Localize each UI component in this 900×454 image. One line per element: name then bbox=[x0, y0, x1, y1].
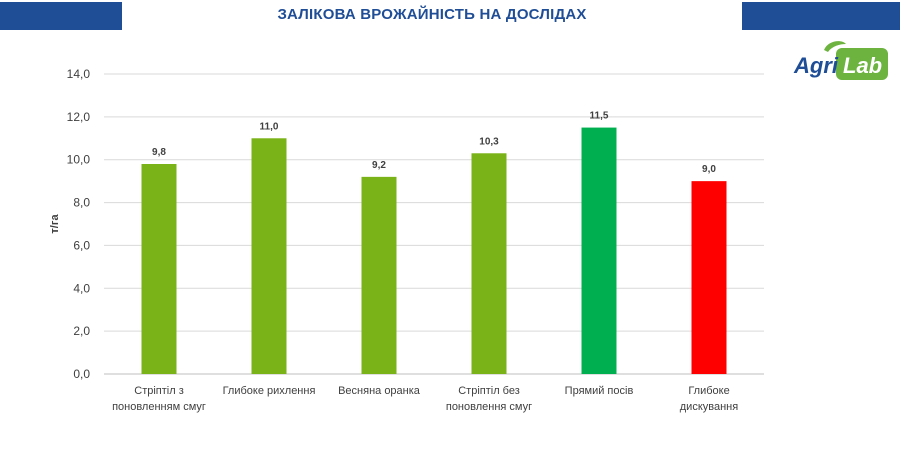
y-tick-label: 10,0 bbox=[67, 153, 91, 167]
data-label: 9,2 bbox=[372, 160, 386, 171]
bar bbox=[471, 153, 507, 374]
x-tick-label: Прямий посів bbox=[565, 385, 634, 397]
bar bbox=[581, 127, 617, 374]
x-tick-label: Стріптіл з поновленням смуг bbox=[112, 385, 206, 413]
logo-text-right: Lab bbox=[843, 53, 882, 78]
logo-badge bbox=[836, 48, 888, 80]
data-label: 9,8 bbox=[152, 147, 166, 158]
x-tick-label: Глибоке рихлення bbox=[223, 385, 316, 397]
y-tick-label: 14,0 bbox=[67, 67, 91, 81]
x-tick-label: Весняна оранка bbox=[338, 385, 421, 397]
y-tick-label: 12,0 bbox=[67, 110, 91, 124]
logo-text-left: Agri bbox=[793, 53, 839, 78]
value-labels: 9,8 11,0 9,2 10,3 11,5 9,0 bbox=[152, 111, 716, 176]
data-label: 11,5 bbox=[590, 111, 609, 122]
agrilab-logo: Agri Lab bbox=[793, 41, 888, 80]
y-tick-label: 4,0 bbox=[73, 281, 90, 295]
bar bbox=[251, 138, 287, 374]
page-title: ЗАЛІКОВА ВРОЖАЙНІСТЬ НА ДОСЛІДАХ bbox=[277, 6, 587, 23]
category-labels: Стріптіл з поновленням смуг Глибоке рихлен… bbox=[112, 385, 738, 413]
grid-lines bbox=[104, 73, 764, 375]
y-axis-ticks: 0,0 2,0 4,0 6,0 8,0 10,0 12,0 14,0 bbox=[67, 67, 91, 381]
bar bbox=[141, 164, 177, 374]
data-label: 9,0 bbox=[702, 164, 716, 175]
y-tick-label: 8,0 bbox=[73, 196, 90, 210]
y-tick-label: 0,0 bbox=[73, 367, 90, 381]
bars bbox=[141, 127, 727, 374]
bar bbox=[361, 176, 397, 374]
data-label: 11,0 bbox=[260, 121, 279, 132]
header-bar-left bbox=[0, 2, 122, 30]
x-tick-label: Стріптіл без поновлення смуг bbox=[446, 385, 532, 413]
x-tick-label: Глибоке дискування bbox=[680, 385, 738, 413]
y-axis-title: т/га bbox=[49, 214, 61, 234]
data-label: 10,3 bbox=[479, 136, 499, 147]
y-tick-label: 2,0 bbox=[73, 324, 90, 338]
bar bbox=[691, 181, 727, 374]
leaf-icon bbox=[824, 41, 846, 52]
y-tick-label: 6,0 bbox=[73, 238, 90, 252]
header-bar-right bbox=[742, 2, 900, 30]
